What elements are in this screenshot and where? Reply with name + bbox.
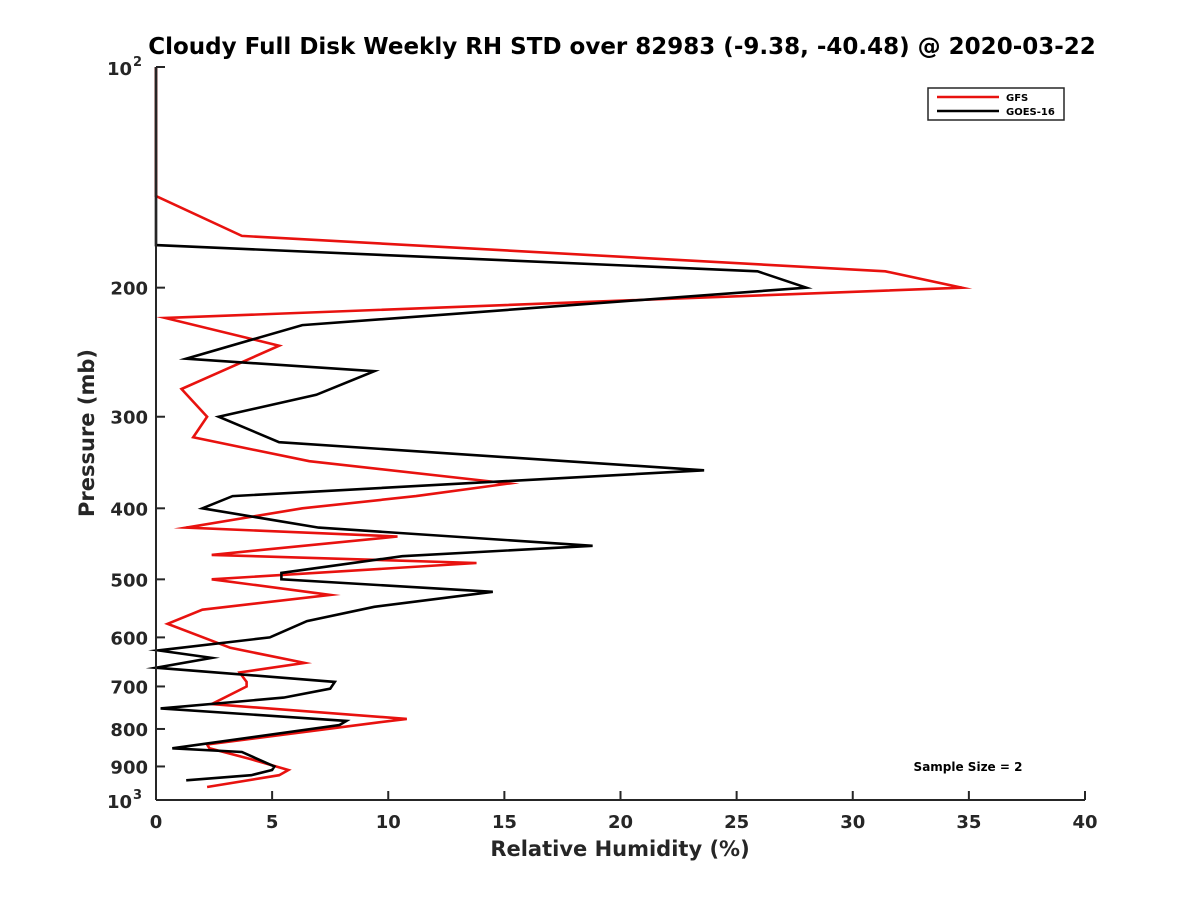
legend-label: GOES-16	[1006, 107, 1055, 118]
y-tick-label: 700	[110, 677, 148, 698]
series-layer	[145, 67, 973, 789]
x-tick-label: 35	[956, 812, 981, 833]
x-tick-label: 0	[150, 812, 163, 833]
y-tick-label: 500	[110, 570, 148, 591]
y-tick-label: 300	[110, 408, 148, 429]
chart-title: Cloudy Full Disk Weekly RH STD over 8298…	[148, 34, 1096, 60]
x-tick-label: 20	[608, 812, 633, 833]
series-line-goes-16	[145, 67, 813, 782]
y-tick-label: 800	[110, 720, 148, 741]
y-tick-base: 10	[107, 59, 132, 80]
y-tick-base: 10	[107, 792, 132, 813]
y-tick-label: 400	[110, 499, 148, 520]
y-tick-exponent: 3	[133, 788, 142, 803]
y-tick-label-power: 10 3	[107, 788, 142, 813]
series-line-gfs	[154, 67, 973, 789]
x-tick-label: 5	[266, 812, 279, 833]
plot-area	[156, 67, 1085, 800]
x-tick-label: 30	[840, 812, 865, 833]
y-tick-label: 900	[110, 757, 148, 778]
legend-label: GFS	[1006, 93, 1028, 104]
y-tick-label: 600	[110, 628, 148, 649]
sample-size-annotation: Sample Size = 2	[914, 760, 1023, 774]
y-tick-label: 200	[110, 279, 148, 300]
x-tick-label: 40	[1072, 812, 1097, 833]
legend-box	[927, 87, 1065, 121]
y-tick-label-power: 10 2	[107, 55, 142, 80]
x-axis-label: Relative Humidity (%)	[490, 837, 749, 861]
plot-background	[156, 67, 1085, 800]
y-axis-label: Pressure (mb)	[75, 349, 99, 517]
x-tick-label: 10	[376, 812, 401, 833]
legend: GFS GOES-16	[927, 87, 1065, 121]
y-tick-exponent: 2	[133, 55, 142, 70]
x-tick-label: 15	[492, 812, 517, 833]
x-tick-label: 25	[724, 812, 749, 833]
